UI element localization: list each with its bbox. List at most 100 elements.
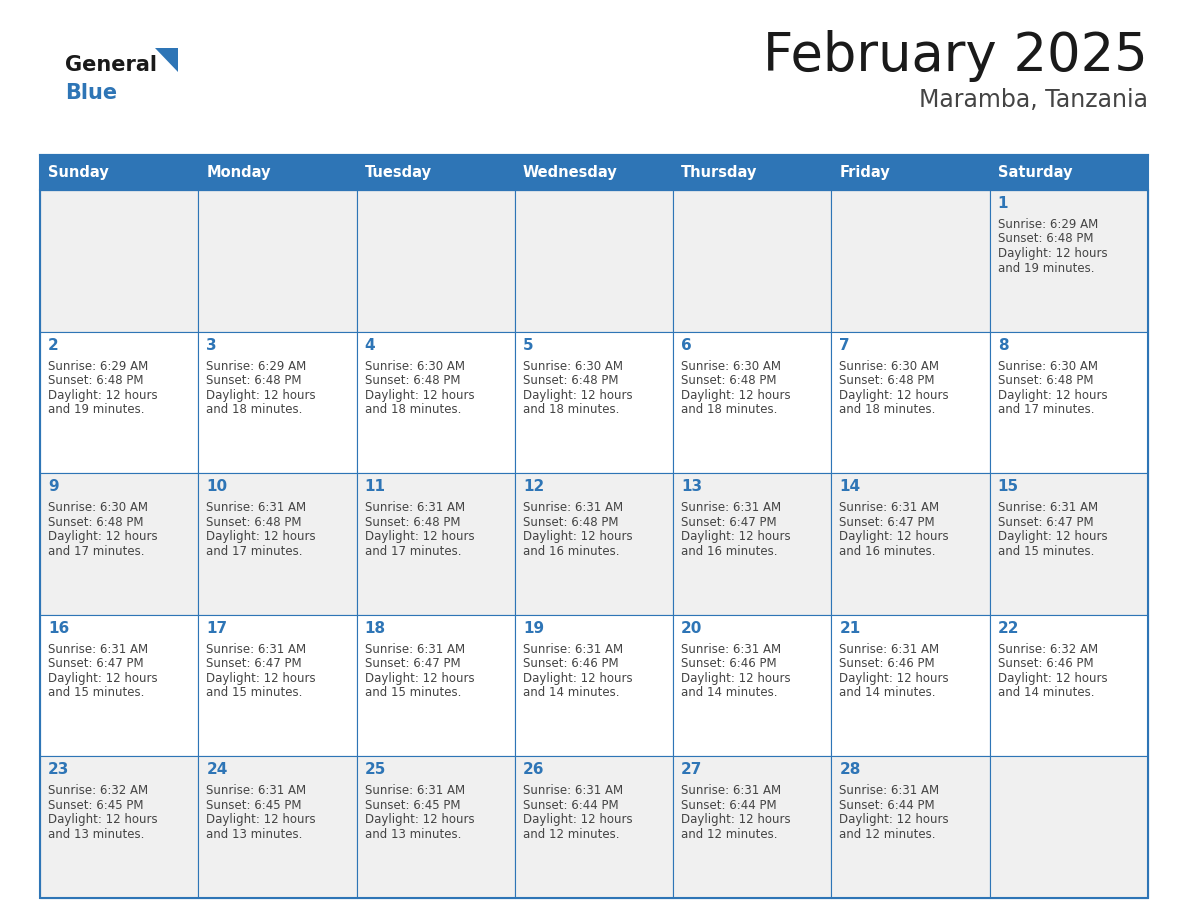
Text: 23: 23 bbox=[48, 763, 69, 778]
Text: and 18 minutes.: and 18 minutes. bbox=[523, 403, 619, 416]
Text: Sunrise: 6:31 AM: Sunrise: 6:31 AM bbox=[207, 643, 307, 655]
Text: 25: 25 bbox=[365, 763, 386, 778]
Bar bbox=[198, 190, 356, 331]
Text: Sunset: 6:47 PM: Sunset: 6:47 PM bbox=[840, 516, 935, 529]
Text: and 12 minutes.: and 12 minutes. bbox=[523, 828, 619, 841]
Text: Daylight: 12 hours: Daylight: 12 hours bbox=[207, 388, 316, 401]
Bar bbox=[832, 756, 990, 898]
Text: Sunrise: 6:31 AM: Sunrise: 6:31 AM bbox=[840, 501, 940, 514]
Bar bbox=[514, 473, 674, 615]
Text: Sunrise: 6:32 AM: Sunrise: 6:32 AM bbox=[48, 784, 148, 798]
Bar bbox=[356, 473, 514, 615]
Text: Daylight: 12 hours: Daylight: 12 hours bbox=[365, 531, 474, 543]
Text: Sunrise: 6:31 AM: Sunrise: 6:31 AM bbox=[365, 784, 465, 798]
Text: 21: 21 bbox=[840, 621, 860, 636]
Text: Sunset: 6:46 PM: Sunset: 6:46 PM bbox=[681, 657, 777, 670]
Text: Tuesday: Tuesday bbox=[365, 165, 431, 180]
Text: Daylight: 12 hours: Daylight: 12 hours bbox=[998, 531, 1107, 543]
Text: Daylight: 12 hours: Daylight: 12 hours bbox=[365, 813, 474, 826]
Text: and 13 minutes.: and 13 minutes. bbox=[207, 828, 303, 841]
Text: and 16 minutes.: and 16 minutes. bbox=[681, 544, 778, 558]
Text: Daylight: 12 hours: Daylight: 12 hours bbox=[998, 247, 1107, 260]
Text: Daylight: 12 hours: Daylight: 12 hours bbox=[998, 672, 1107, 685]
Text: Sunrise: 6:30 AM: Sunrise: 6:30 AM bbox=[48, 501, 148, 514]
Text: and 19 minutes.: and 19 minutes. bbox=[48, 403, 145, 416]
Bar bbox=[832, 331, 990, 473]
Text: Daylight: 12 hours: Daylight: 12 hours bbox=[207, 531, 316, 543]
Text: Sunrise: 6:30 AM: Sunrise: 6:30 AM bbox=[681, 360, 782, 373]
Text: Sunset: 6:45 PM: Sunset: 6:45 PM bbox=[207, 799, 302, 812]
Text: Sunrise: 6:31 AM: Sunrise: 6:31 AM bbox=[207, 501, 307, 514]
Bar bbox=[832, 473, 990, 615]
Text: Saturday: Saturday bbox=[998, 165, 1073, 180]
Text: Sunset: 6:45 PM: Sunset: 6:45 PM bbox=[365, 799, 460, 812]
Text: Sunset: 6:48 PM: Sunset: 6:48 PM bbox=[523, 516, 619, 529]
Text: 15: 15 bbox=[998, 479, 1019, 494]
Text: Sunrise: 6:31 AM: Sunrise: 6:31 AM bbox=[523, 501, 623, 514]
Text: General: General bbox=[65, 55, 157, 75]
Bar bbox=[832, 615, 990, 756]
Text: Sunset: 6:44 PM: Sunset: 6:44 PM bbox=[681, 799, 777, 812]
Bar bbox=[514, 155, 674, 190]
Text: Sunrise: 6:31 AM: Sunrise: 6:31 AM bbox=[48, 643, 148, 655]
Text: Daylight: 12 hours: Daylight: 12 hours bbox=[523, 388, 632, 401]
Bar bbox=[40, 331, 198, 473]
Text: Daylight: 12 hours: Daylight: 12 hours bbox=[523, 813, 632, 826]
Text: and 13 minutes.: and 13 minutes. bbox=[365, 828, 461, 841]
Text: Sunrise: 6:30 AM: Sunrise: 6:30 AM bbox=[998, 360, 1098, 373]
Text: Sunset: 6:46 PM: Sunset: 6:46 PM bbox=[840, 657, 935, 670]
Text: Sunrise: 6:30 AM: Sunrise: 6:30 AM bbox=[365, 360, 465, 373]
Bar bbox=[40, 155, 1148, 190]
Text: Sunrise: 6:31 AM: Sunrise: 6:31 AM bbox=[840, 784, 940, 798]
Text: and 14 minutes.: and 14 minutes. bbox=[998, 687, 1094, 700]
Bar bbox=[40, 473, 198, 615]
Text: Sunset: 6:48 PM: Sunset: 6:48 PM bbox=[840, 375, 935, 387]
Text: Sunday: Sunday bbox=[48, 165, 109, 180]
Text: Daylight: 12 hours: Daylight: 12 hours bbox=[681, 531, 791, 543]
Text: Sunset: 6:44 PM: Sunset: 6:44 PM bbox=[523, 799, 619, 812]
Bar bbox=[514, 331, 674, 473]
Bar bbox=[990, 756, 1148, 898]
Bar bbox=[674, 331, 832, 473]
Bar bbox=[514, 615, 674, 756]
Text: Sunrise: 6:29 AM: Sunrise: 6:29 AM bbox=[998, 218, 1098, 231]
Text: and 14 minutes.: and 14 minutes. bbox=[840, 687, 936, 700]
Text: Sunrise: 6:31 AM: Sunrise: 6:31 AM bbox=[681, 643, 782, 655]
Text: Daylight: 12 hours: Daylight: 12 hours bbox=[681, 813, 791, 826]
Bar bbox=[198, 615, 356, 756]
Bar bbox=[990, 155, 1148, 190]
Text: and 13 minutes.: and 13 minutes. bbox=[48, 828, 145, 841]
Bar bbox=[40, 756, 198, 898]
Bar bbox=[674, 615, 832, 756]
Bar bbox=[832, 190, 990, 331]
Text: 16: 16 bbox=[48, 621, 69, 636]
Text: 5: 5 bbox=[523, 338, 533, 353]
Text: Daylight: 12 hours: Daylight: 12 hours bbox=[840, 672, 949, 685]
Text: and 17 minutes.: and 17 minutes. bbox=[207, 544, 303, 558]
Text: Daylight: 12 hours: Daylight: 12 hours bbox=[48, 531, 158, 543]
Text: 7: 7 bbox=[840, 338, 851, 353]
Text: Friday: Friday bbox=[840, 165, 890, 180]
Text: Thursday: Thursday bbox=[681, 165, 758, 180]
Text: Sunset: 6:48 PM: Sunset: 6:48 PM bbox=[998, 375, 1093, 387]
Text: 11: 11 bbox=[365, 479, 386, 494]
Text: Sunset: 6:48 PM: Sunset: 6:48 PM bbox=[48, 516, 144, 529]
Bar bbox=[674, 190, 832, 331]
Text: Daylight: 12 hours: Daylight: 12 hours bbox=[681, 672, 791, 685]
Text: Sunset: 6:46 PM: Sunset: 6:46 PM bbox=[523, 657, 619, 670]
Text: Wednesday: Wednesday bbox=[523, 165, 618, 180]
Text: and 18 minutes.: and 18 minutes. bbox=[207, 403, 303, 416]
Text: 4: 4 bbox=[365, 338, 375, 353]
Text: Sunrise: 6:29 AM: Sunrise: 6:29 AM bbox=[48, 360, 148, 373]
Text: and 12 minutes.: and 12 minutes. bbox=[681, 828, 778, 841]
Text: 13: 13 bbox=[681, 479, 702, 494]
Text: Blue: Blue bbox=[65, 83, 118, 103]
Bar bbox=[356, 756, 514, 898]
Bar bbox=[356, 155, 514, 190]
Text: and 14 minutes.: and 14 minutes. bbox=[523, 687, 619, 700]
Text: Sunset: 6:47 PM: Sunset: 6:47 PM bbox=[48, 657, 144, 670]
Text: Sunset: 6:48 PM: Sunset: 6:48 PM bbox=[998, 232, 1093, 245]
Text: Sunset: 6:46 PM: Sunset: 6:46 PM bbox=[998, 657, 1093, 670]
Text: Sunset: 6:48 PM: Sunset: 6:48 PM bbox=[681, 375, 777, 387]
Text: February 2025: February 2025 bbox=[763, 30, 1148, 82]
